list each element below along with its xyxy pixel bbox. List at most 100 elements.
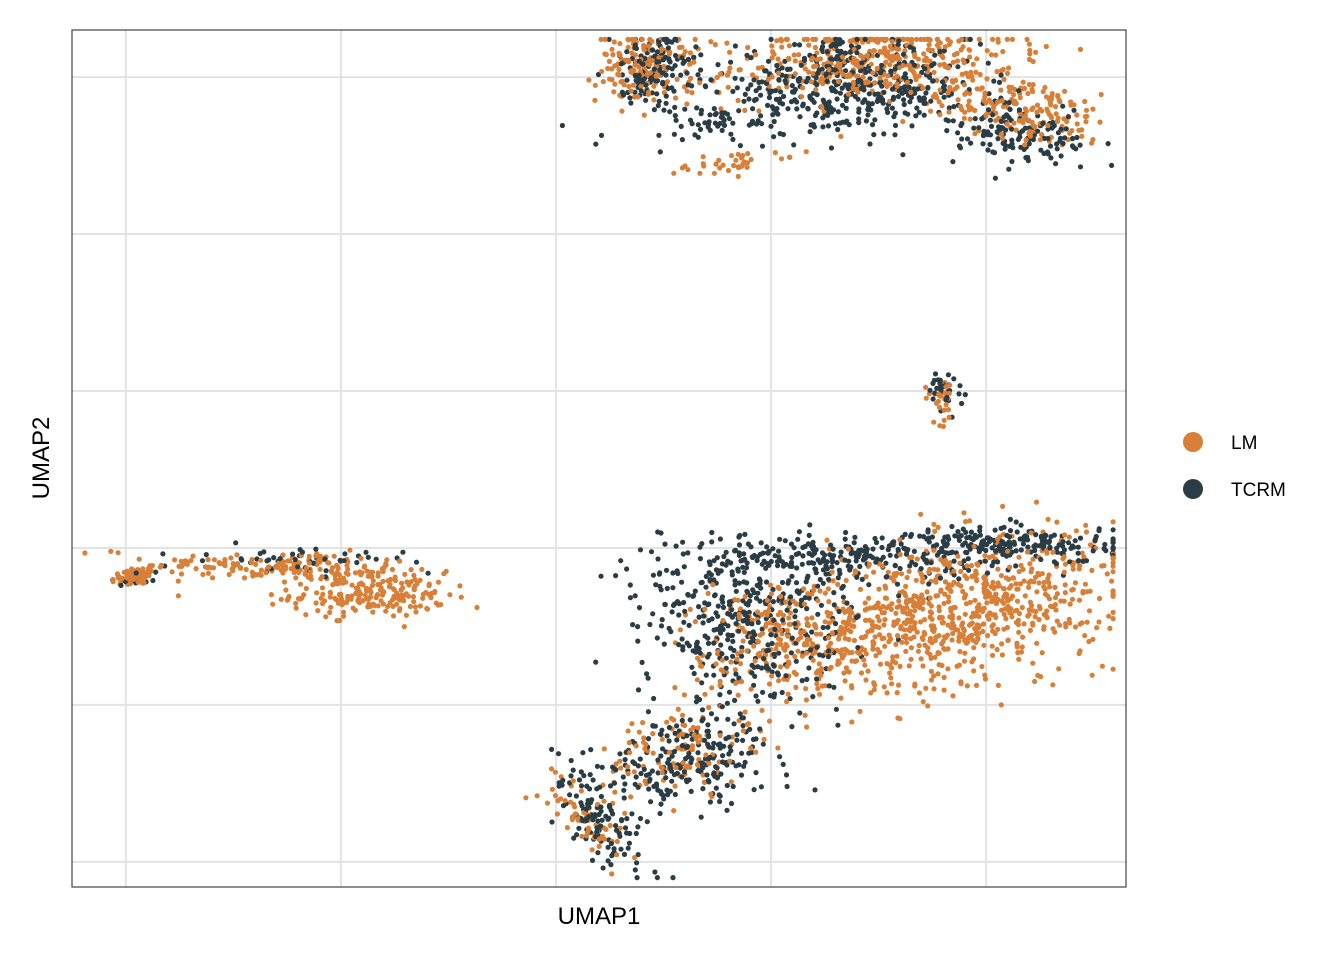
point-lm <box>877 661 884 667</box>
point-lm <box>727 65 733 71</box>
point-tcrm <box>734 737 740 743</box>
point-tcrm <box>892 110 899 116</box>
point-tcrm <box>607 783 614 789</box>
point-lm <box>1084 619 1090 625</box>
point-tcrm <box>779 559 786 565</box>
point-lm <box>925 645 931 651</box>
point-tcrm <box>787 696 793 702</box>
point-lm <box>906 568 912 575</box>
point-lm <box>625 36 631 43</box>
point-tcrm <box>637 815 644 822</box>
point-lm <box>613 761 619 767</box>
point-lm <box>572 804 578 810</box>
point-lm <box>1057 622 1063 628</box>
point-lm <box>768 591 775 597</box>
point-lm <box>974 56 980 62</box>
point-lm <box>928 677 935 683</box>
point-lm <box>904 611 910 617</box>
point-lm <box>1032 574 1039 580</box>
point-lm <box>946 414 952 420</box>
point-lm <box>597 836 603 842</box>
point-tcrm <box>911 86 917 92</box>
point-tcrm <box>689 83 695 89</box>
point-lm <box>881 684 887 690</box>
point-lm <box>745 44 751 51</box>
point-tcrm <box>759 79 765 85</box>
point-lm <box>431 590 438 596</box>
point-tcrm <box>1057 135 1064 141</box>
point-tcrm <box>651 66 657 72</box>
point-lm <box>1086 608 1093 614</box>
point-lm <box>889 601 895 607</box>
point-tcrm <box>721 118 727 124</box>
point-tcrm <box>635 687 642 693</box>
point-lm <box>725 167 732 174</box>
point-tcrm <box>763 68 769 74</box>
point-tcrm <box>828 43 834 49</box>
point-lm <box>941 417 947 423</box>
point-lm <box>916 73 922 79</box>
point-lm <box>777 664 784 670</box>
point-lm <box>898 571 905 577</box>
point-lm <box>958 568 964 575</box>
point-lm <box>904 79 910 85</box>
point-tcrm <box>686 750 692 756</box>
point-tcrm <box>730 783 736 790</box>
point-tcrm <box>983 547 989 554</box>
point-lm <box>860 74 866 80</box>
point-lm <box>949 78 955 84</box>
point-tcrm <box>815 583 821 589</box>
point-lm <box>1003 575 1009 581</box>
point-tcrm <box>680 644 686 650</box>
point-tcrm <box>634 875 640 881</box>
point-tcrm <box>928 560 934 566</box>
point-lm <box>643 741 649 748</box>
point-tcrm <box>759 626 765 632</box>
point-tcrm <box>845 563 851 569</box>
point-lm <box>739 648 745 655</box>
point-tcrm <box>621 787 627 793</box>
point-tcrm <box>645 675 651 681</box>
point-lm <box>358 572 364 578</box>
point-lm <box>810 70 816 77</box>
point-lm <box>1042 84 1048 91</box>
point-lm <box>1070 562 1076 568</box>
point-tcrm <box>724 700 731 706</box>
point-lm <box>426 591 432 598</box>
point-lm <box>745 151 751 157</box>
point-tcrm <box>617 833 623 839</box>
point-lm <box>702 691 708 697</box>
point-tcrm <box>842 557 848 563</box>
point-tcrm <box>875 96 881 102</box>
point-lm <box>872 634 878 640</box>
point-tcrm <box>844 600 850 606</box>
point-tcrm <box>731 721 737 727</box>
point-lm <box>975 562 981 568</box>
point-tcrm <box>732 43 739 49</box>
point-tcrm <box>828 145 835 151</box>
point-tcrm <box>896 593 902 599</box>
point-tcrm <box>894 581 901 587</box>
point-lm <box>971 572 977 578</box>
point-tcrm <box>1007 544 1013 550</box>
point-tcrm <box>873 559 879 565</box>
point-tcrm <box>831 684 837 690</box>
point-tcrm <box>711 740 717 747</box>
point-lm <box>950 630 956 637</box>
point-lm <box>733 157 739 163</box>
point-lm <box>628 88 634 94</box>
point-tcrm <box>1009 549 1015 555</box>
point-lm <box>812 36 819 43</box>
point-tcrm <box>277 556 283 562</box>
point-lm <box>938 588 944 595</box>
point-lm <box>857 586 864 593</box>
point-lm <box>785 633 791 639</box>
point-lm <box>881 622 887 628</box>
point-tcrm <box>996 79 1003 85</box>
point-lm <box>1047 584 1053 590</box>
point-tcrm <box>956 537 963 544</box>
point-tcrm <box>621 851 628 858</box>
point-lm <box>407 603 413 610</box>
point-lm <box>327 589 333 596</box>
point-tcrm <box>731 647 737 654</box>
